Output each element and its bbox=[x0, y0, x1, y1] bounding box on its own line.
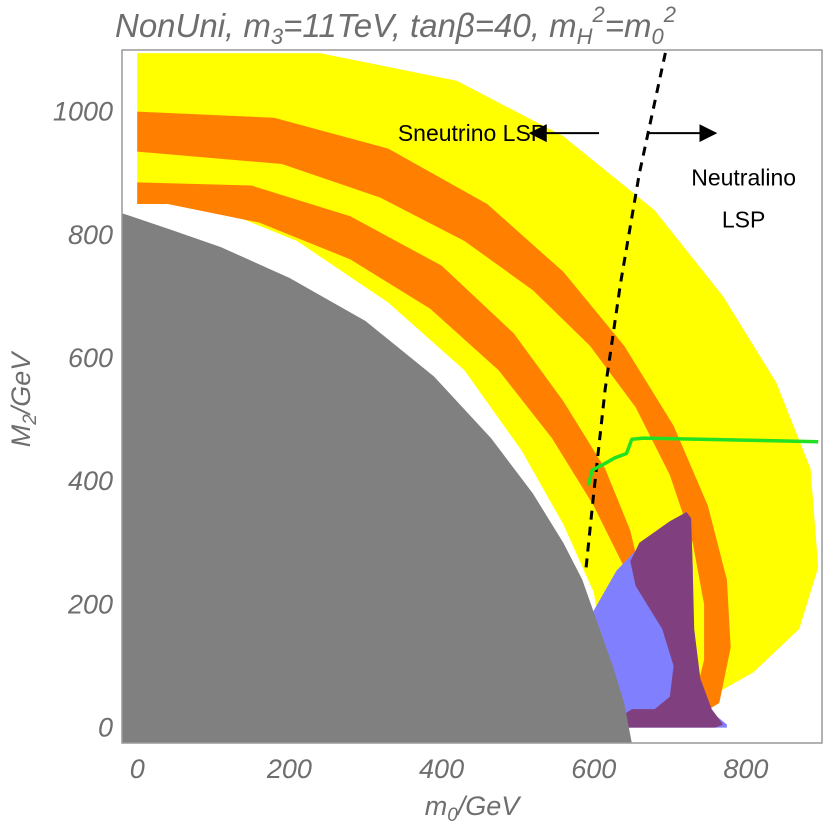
constraint-curve bbox=[586, 436, 819, 486]
y-tick-label: 800 bbox=[68, 220, 113, 250]
plot-frame bbox=[121, 49, 823, 744]
x-tick-label: 600 bbox=[571, 754, 616, 784]
annotation-layer: Sneutrino LSP Neutralino LSP bbox=[398, 120, 796, 232]
excluded-region bbox=[122, 213, 632, 743]
x-tick-label: 400 bbox=[419, 754, 464, 784]
y-tick-label: 600 bbox=[68, 343, 113, 373]
lsp-boundary bbox=[584, 50, 668, 568]
x-tick-label: 0 bbox=[130, 754, 145, 784]
y-axis-ticks: 0 200 400 600 800 1000 bbox=[53, 97, 113, 743]
y-tick-label: 1000 bbox=[53, 97, 113, 127]
purple-region bbox=[622, 512, 724, 728]
region-layer bbox=[122, 53, 819, 743]
line-layer bbox=[584, 50, 819, 568]
sneutrino-lsp: Sneutrino LSP bbox=[398, 120, 546, 146]
x-tick-label: 200 bbox=[266, 754, 312, 784]
x-axis-label: m0/GeV bbox=[425, 791, 523, 826]
y-tick-label: 0 bbox=[98, 713, 113, 743]
y-axis-label: M2/GeV bbox=[6, 350, 41, 448]
chart-title: NonUni, m3=11TeV, tanβ=40, mH2=m02 bbox=[115, 2, 676, 49]
x-axis-ticks: 0 200 400 600 800 bbox=[130, 754, 769, 784]
y-tick-label: 400 bbox=[68, 466, 113, 496]
y-tick-label: 200 bbox=[67, 589, 113, 619]
x-tick-label: 800 bbox=[723, 754, 768, 784]
plot-area: Sneutrino LSP Neutralino LSP bbox=[122, 50, 819, 743]
neutralino-lsp-1: Neutralino bbox=[691, 165, 796, 191]
neutralino-lsp-2: LSP bbox=[722, 206, 765, 232]
